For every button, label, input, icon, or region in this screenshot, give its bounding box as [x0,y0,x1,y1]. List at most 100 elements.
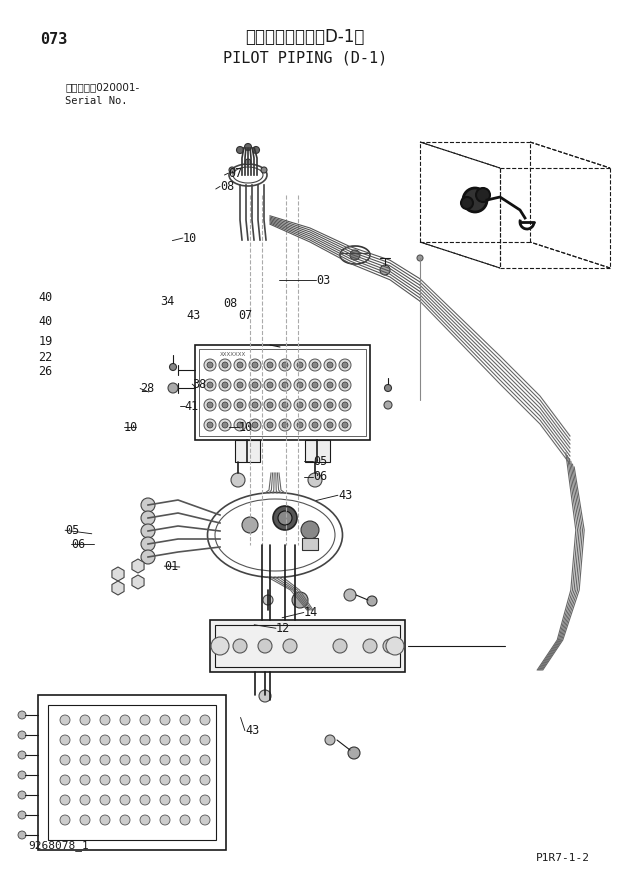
Circle shape [297,362,303,368]
Circle shape [80,795,90,805]
Text: 43: 43 [245,724,259,737]
Circle shape [278,511,292,525]
Bar [210,620,405,672]
Circle shape [267,422,273,428]
Circle shape [169,363,177,370]
Circle shape [386,637,404,655]
Circle shape [18,811,26,819]
Text: 40: 40 [38,315,53,327]
Circle shape [252,382,258,388]
Circle shape [309,359,321,371]
Text: Serial No.: Serial No. [65,96,128,106]
Circle shape [324,359,336,371]
Bar [305,440,330,462]
Text: 06: 06 [71,538,86,550]
Circle shape [294,379,306,391]
Circle shape [249,399,261,411]
Circle shape [282,362,288,368]
Circle shape [18,771,26,779]
Circle shape [141,498,155,512]
Circle shape [180,735,190,745]
Bar [215,625,400,667]
Circle shape [211,637,229,655]
Text: 05: 05 [65,524,79,536]
Text: 10: 10 [124,421,138,433]
Circle shape [249,419,261,431]
Circle shape [222,382,228,388]
Circle shape [140,735,150,745]
Circle shape [80,755,90,765]
Circle shape [200,735,210,745]
Text: 07: 07 [239,309,253,321]
Circle shape [222,362,228,368]
Circle shape [324,379,336,391]
Circle shape [200,715,210,725]
Circle shape [18,731,26,739]
Circle shape [252,422,258,428]
Circle shape [204,399,216,411]
Circle shape [120,735,130,745]
Circle shape [219,399,231,411]
Text: 08: 08 [223,298,237,310]
Circle shape [168,383,178,393]
Circle shape [180,715,190,725]
Circle shape [252,146,260,153]
Text: 073: 073 [40,32,68,47]
Circle shape [120,795,130,805]
Circle shape [282,382,288,388]
Circle shape [327,402,333,408]
Circle shape [282,402,288,408]
Circle shape [100,735,110,745]
Circle shape [279,359,291,371]
Circle shape [252,402,258,408]
Circle shape [219,359,231,371]
Circle shape [342,422,348,428]
Circle shape [234,419,246,431]
Bar [48,705,216,840]
Circle shape [244,144,252,150]
Circle shape [282,422,288,428]
Text: 03: 03 [316,274,330,286]
Circle shape [264,379,276,391]
Circle shape [100,715,110,725]
Circle shape [100,775,110,785]
Text: 9268078_1: 9268078_1 [28,840,89,850]
Circle shape [113,569,123,579]
Bar [302,538,318,550]
Circle shape [200,795,210,805]
Circle shape [120,775,130,785]
Circle shape [160,795,170,805]
Circle shape [113,583,123,593]
Circle shape [141,537,155,551]
Text: 43: 43 [338,489,352,501]
Circle shape [325,735,335,745]
Circle shape [204,359,216,371]
Circle shape [279,379,291,391]
Circle shape [264,359,276,371]
Text: 12: 12 [276,622,290,634]
Circle shape [207,422,213,428]
Circle shape [301,521,319,539]
Circle shape [297,402,303,408]
Circle shape [294,359,306,371]
Circle shape [339,359,351,371]
Circle shape [297,422,303,428]
Circle shape [160,815,170,825]
Circle shape [141,550,155,564]
Circle shape [222,402,228,408]
Bar [235,440,260,462]
Circle shape [312,402,318,408]
Circle shape [267,382,273,388]
Circle shape [200,775,210,785]
Circle shape [80,715,90,725]
Circle shape [219,379,231,391]
Circle shape [283,639,297,653]
Circle shape [18,831,26,839]
Circle shape [204,419,216,431]
Circle shape [133,577,143,587]
Bar [195,345,370,440]
Circle shape [140,715,150,725]
Circle shape [279,419,291,431]
Circle shape [380,265,390,275]
Circle shape [180,775,190,785]
